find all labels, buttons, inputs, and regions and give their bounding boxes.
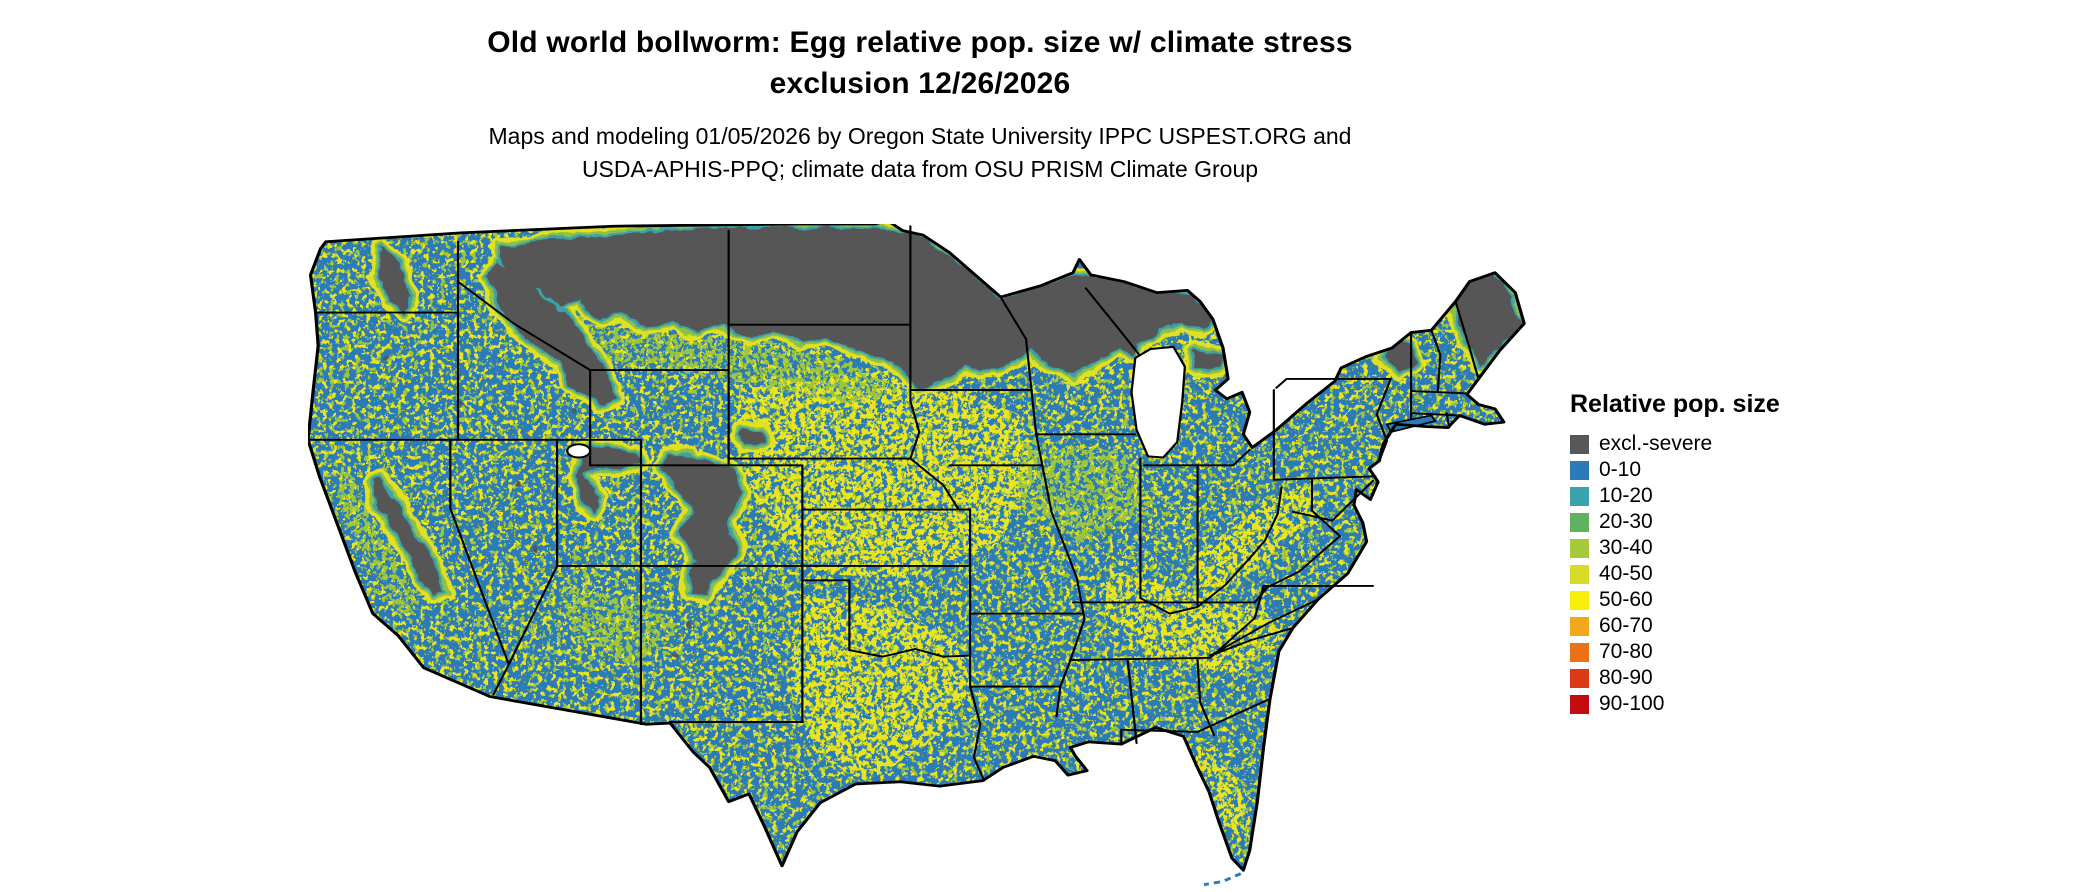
- title-block: Old world bollworm: Egg relative pop. si…: [245, 22, 1595, 186]
- legend-item: 0-10: [1570, 457, 1780, 483]
- legend-label: 10-20: [1599, 484, 1653, 507]
- legend-swatch: [1570, 538, 1589, 558]
- legend-label: 60-70: [1599, 614, 1653, 637]
- long-island: [1385, 414, 1437, 434]
- legend-swatch: [1570, 512, 1589, 532]
- map-subtitle-line-2: USDA-APHIS-PPQ; climate data from OSU PR…: [581, 156, 1259, 182]
- legend-swatch: [1570, 590, 1589, 610]
- legend-item: 10-20: [1570, 483, 1780, 509]
- legend-item: excl.-severe: [1570, 431, 1780, 457]
- florida-keys: [1203, 872, 1242, 887]
- legend-label: 70-80: [1599, 640, 1653, 663]
- legend-label: 90-100: [1599, 692, 1665, 715]
- state-borders: [308, 225, 1480, 782]
- legend-swatch: [1570, 460, 1589, 480]
- legend-item: 50-60: [1570, 587, 1780, 613]
- subtitle-block: Maps and modeling 01/05/2026 by Oregon S…: [245, 120, 1595, 186]
- legend-item: 60-70: [1570, 613, 1780, 639]
- legend-swatch: [1570, 642, 1589, 662]
- map-subtitle-line-1: Maps and modeling 01/05/2026 by Oregon S…: [488, 123, 1352, 149]
- map-title-line-1: Old world bollworm: Egg relative pop. si…: [487, 26, 1353, 59]
- legend-label: 0-10: [1599, 458, 1642, 481]
- map-title-line-2: exclusion 12/26/2026: [769, 67, 1071, 100]
- great-salt-lake: [566, 443, 592, 459]
- us-map: [308, 224, 1526, 887]
- legend-swatch: [1570, 434, 1589, 454]
- legend-swatch: [1570, 486, 1589, 506]
- legend-label: 50-60: [1599, 588, 1653, 611]
- exclusion-dots: [386, 354, 726, 658]
- legend-item: 40-50: [1570, 561, 1780, 587]
- legend-item: 30-40: [1570, 535, 1780, 561]
- legend-item: 80-90: [1570, 665, 1780, 691]
- legend-item: 20-30: [1570, 509, 1780, 535]
- legend-title: Relative pop. size: [1570, 390, 1780, 418]
- legend-label: 30-40: [1599, 536, 1653, 559]
- legend-label: 40-50: [1599, 562, 1653, 585]
- legend-swatch: [1570, 694, 1589, 714]
- legend-item: 70-80: [1570, 639, 1780, 665]
- lake-michigan: [1130, 345, 1187, 459]
- legend-label: 20-30: [1599, 510, 1653, 533]
- legend-swatch: [1570, 668, 1589, 688]
- legend-items: excl.-severe 0-10 10-20 20-30 30-40 40-50 50-6…: [1570, 431, 1780, 717]
- legend-label: excl.-severe: [1599, 432, 1713, 455]
- exclusion-layer: [372, 226, 1522, 658]
- legend-swatch: [1570, 616, 1589, 636]
- legend-swatch: [1570, 564, 1589, 584]
- legend-label: 80-90: [1599, 666, 1653, 689]
- legend: Relative pop. size excl.-severe 0-10 10-20…: [1570, 390, 1780, 717]
- map-raster-layers: [308, 224, 1525, 871]
- legend-item: 90-100: [1570, 691, 1780, 717]
